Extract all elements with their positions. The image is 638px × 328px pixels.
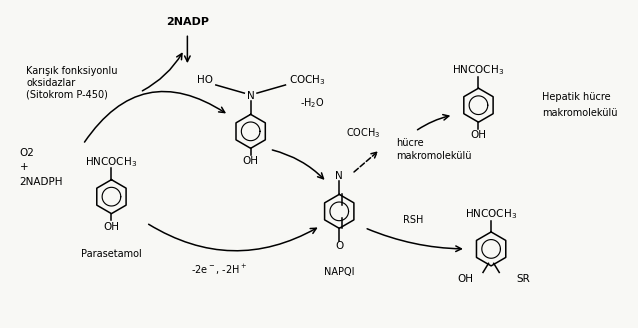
Text: HNCOCH$_3$: HNCOCH$_3$ (452, 63, 505, 77)
Text: Karışık fonksiyonlu
oksidazlar
(Sitokrom P-450): Karışık fonksiyonlu oksidazlar (Sitokrom… (26, 66, 117, 99)
Text: Hepatik hücre: Hepatik hücre (542, 92, 611, 102)
Text: hücre: hücre (396, 138, 424, 148)
Text: NAPQI: NAPQI (324, 267, 355, 277)
Text: RSH: RSH (403, 215, 423, 225)
Text: N: N (247, 92, 255, 101)
Text: Parasetamol: Parasetamol (81, 250, 142, 259)
Text: N: N (336, 172, 343, 181)
Text: O: O (335, 241, 343, 251)
Text: O2: O2 (20, 148, 34, 157)
Text: OH: OH (103, 222, 119, 232)
Text: +: + (20, 162, 28, 172)
Text: COCH$_3$: COCH$_3$ (346, 126, 380, 140)
Text: -H$_2$O: -H$_2$O (300, 97, 325, 111)
Text: HNCOCH$_3$: HNCOCH$_3$ (85, 155, 138, 169)
Text: HO: HO (197, 75, 213, 85)
Text: SR: SR (516, 274, 530, 284)
Text: HNCOCH$_3$: HNCOCH$_3$ (465, 207, 517, 221)
Text: COCH$_3$: COCH$_3$ (289, 73, 326, 87)
Text: makromolekülü: makromolekülü (542, 108, 617, 118)
Text: 2NADP: 2NADP (166, 17, 209, 27)
Text: -2e$^-$, -2H$^+$: -2e$^-$, -2H$^+$ (191, 263, 247, 277)
Text: OH: OH (470, 130, 486, 140)
Text: OH: OH (458, 274, 474, 284)
Text: 2NADPH: 2NADPH (20, 177, 63, 187)
Text: makromolekülü: makromolekülü (396, 151, 471, 161)
Text: OH: OH (242, 156, 258, 166)
